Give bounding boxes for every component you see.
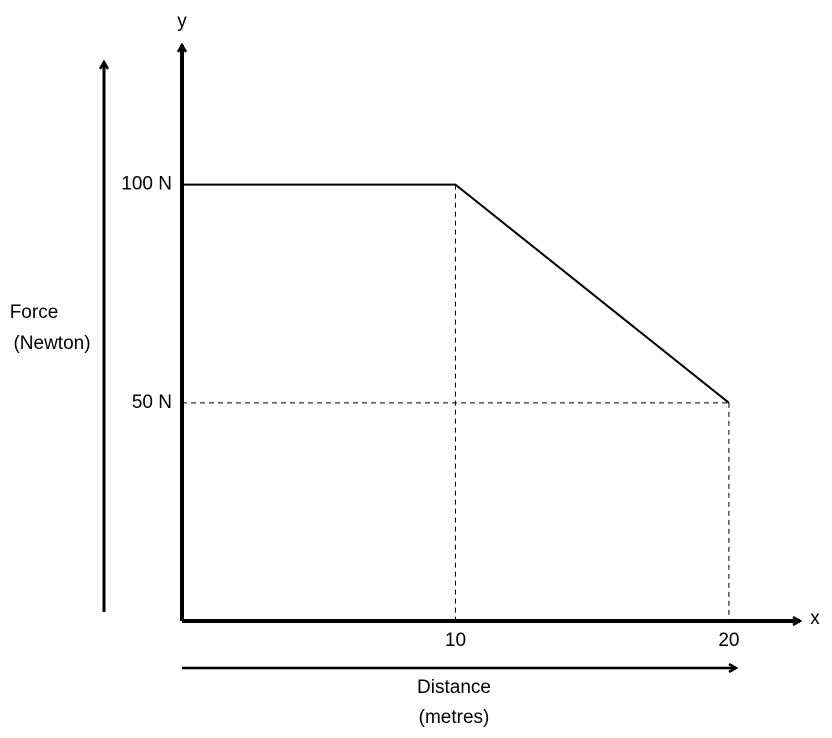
y-tick-label: 50 N <box>132 392 172 413</box>
line <box>182 183 730 404</box>
y-label: (Newton) <box>13 333 90 354</box>
y-tick-label: 100 N <box>121 174 172 195</box>
x-tick-label: 20 <box>718 630 739 651</box>
y-axis-letter: y <box>177 11 187 32</box>
x-label: Distance <box>417 677 491 698</box>
x-axis-letter: x <box>810 608 820 629</box>
x-tick-label: 10 <box>445 630 466 651</box>
x-label: (metres) <box>419 707 490 728</box>
y-label: Force <box>10 302 59 323</box>
